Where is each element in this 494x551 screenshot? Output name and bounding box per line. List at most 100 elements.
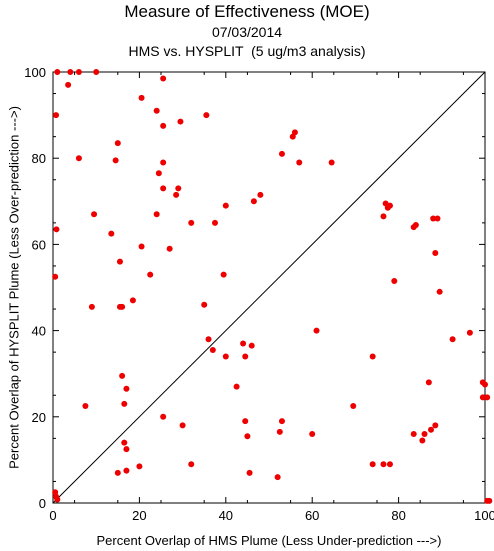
ticks: 0 20 40 60 80 100 0 20 40 60 80 100 [24,65,494,523]
data-point [160,413,167,420]
data-point [248,342,255,349]
data-point [421,431,428,438]
data-point [328,159,335,166]
data-point [177,118,184,125]
data-point [123,446,130,453]
data-point [179,422,186,429]
data-point [82,403,89,410]
data-point [138,243,145,250]
data-point [54,496,61,503]
data-point [384,204,391,211]
x-tick-label: 100 [474,508,494,523]
data-point [430,215,437,222]
data-point [432,250,439,257]
data-point [52,273,59,280]
data-point [88,303,95,310]
data-point [257,191,264,198]
data-point [412,222,419,229]
y-axis-label: Percent Overlap of HYSPLIT Plume (Less O… [7,106,22,469]
y-tick-label: 0 [39,496,46,511]
chart-title: Measure of Effectiveness (MOE) [124,2,370,21]
data-point [108,230,115,237]
data-point [129,297,136,304]
y-tick-label: 40 [32,324,46,339]
data-point [114,140,121,147]
data-point [54,69,61,75]
data-point [246,469,253,476]
chart-subtitle: HMS vs. HYSPLIT (5 ug/m3 analysis) [128,43,366,59]
data-point [160,185,167,192]
data-point [67,69,74,75]
data-point [309,431,316,438]
data-point [410,431,417,438]
data-point [484,497,491,504]
data-point [155,170,162,177]
data-point [138,94,145,101]
x-tick-label: 0 [49,508,56,523]
data-point [240,340,247,347]
data-point [222,202,229,209]
x-tick-label: 60 [305,508,319,523]
data-point [121,439,128,446]
data-point [116,258,123,265]
data-point [119,303,126,310]
x-tick-label: 80 [391,508,405,523]
data-point [75,69,82,75]
x-axis-label: Percent Overlap of HMS Plume (Less Under… [97,533,442,548]
data-point [296,159,303,166]
data-point [65,81,72,88]
data-point [484,394,491,401]
data-point [53,226,60,233]
data-point [153,107,160,114]
y-tick-label: 100 [24,65,46,80]
axes [52,71,486,504]
data-point [432,422,439,429]
data-point [175,185,182,192]
data-point [209,346,216,353]
data-point [114,469,121,476]
data-point [203,112,210,119]
data-point [233,383,240,390]
data-point [123,385,130,392]
data-point [173,191,180,198]
data-point [369,461,376,468]
data-point [419,437,426,444]
data-point [93,69,100,75]
data-point [75,155,82,162]
y-tick-label: 60 [32,237,46,252]
data-point [313,327,320,334]
data-point [449,336,456,343]
data-point [147,271,154,278]
data-point [244,433,251,440]
data-point [250,198,257,205]
data-point [380,213,387,220]
data-point [436,288,443,295]
data-point [119,372,126,379]
data-point [391,278,398,285]
data-point [123,467,130,474]
data-point [160,122,167,129]
data-point [479,394,486,401]
data-point [428,426,434,433]
data-point [350,403,357,410]
data-point [278,418,285,425]
data-point [242,353,249,360]
data-point [188,219,195,226]
x-tick-label: 20 [132,508,146,523]
data-point [121,400,128,407]
data-point [160,75,167,82]
data-point [369,353,376,360]
data-point [205,336,212,343]
plot-frame [52,71,486,504]
data-point [160,159,167,166]
data-point [220,271,227,278]
data-point [212,219,218,226]
data-point [201,301,208,308]
x-tick-label: 40 [219,508,233,523]
data-point [380,461,387,468]
data-point [482,381,488,388]
data-point [53,112,60,119]
data-point [188,461,195,468]
data-point [112,157,119,164]
